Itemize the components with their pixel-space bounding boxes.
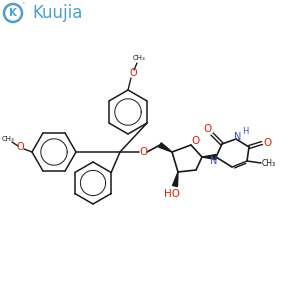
Text: CH₃: CH₃ [2, 136, 14, 142]
Polygon shape [159, 143, 172, 152]
Polygon shape [172, 172, 178, 187]
Polygon shape [202, 154, 216, 160]
Text: O: O [139, 147, 147, 157]
Text: O: O [192, 136, 200, 146]
Text: O: O [129, 68, 137, 78]
Text: HO: HO [164, 189, 180, 199]
Text: Kuujia: Kuujia [33, 4, 83, 22]
Text: N: N [234, 132, 242, 142]
Text: CH₃: CH₃ [262, 158, 276, 167]
Text: CH₃: CH₃ [133, 55, 146, 61]
Text: K: K [9, 8, 17, 18]
Text: H: H [242, 128, 248, 136]
Text: O: O [263, 138, 271, 148]
Text: O: O [16, 142, 24, 152]
Text: O: O [203, 124, 211, 134]
Text: °: ° [21, 2, 25, 8]
Text: N: N [210, 156, 218, 166]
